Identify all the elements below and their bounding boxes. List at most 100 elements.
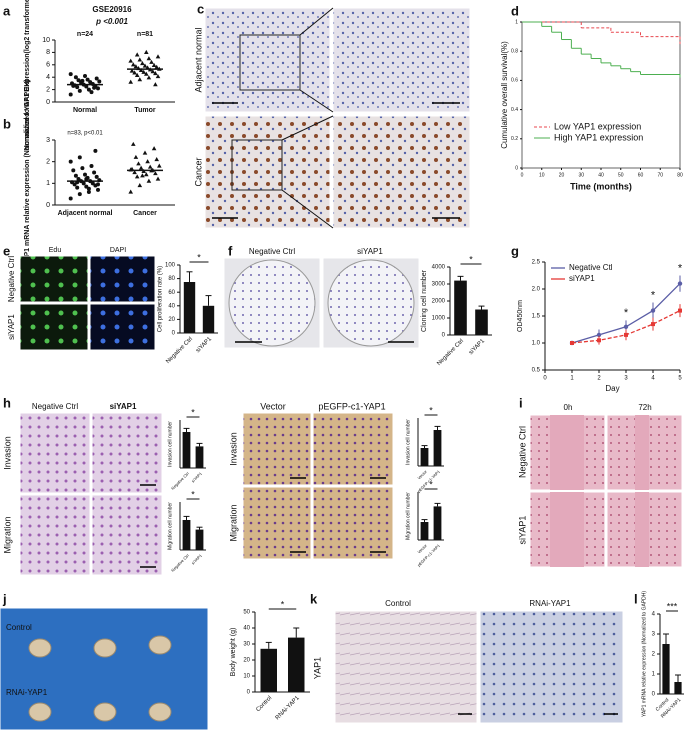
micrograph [204, 115, 331, 229]
y-tick-label: 20 [243, 658, 250, 664]
y-tick-label: 1 [515, 19, 518, 25]
data-point [154, 64, 159, 69]
y-axis-label: OD450nm [517, 300, 524, 332]
x-axis-label: Time (months) [570, 181, 632, 191]
x-tick-label: 0 [521, 172, 524, 178]
x-tick-label: 2 [597, 376, 601, 382]
data-point [76, 78, 81, 83]
y-axis-label: YAP1 mRNA relative expression (Normalize… [24, 79, 31, 265]
y-axis-label: Normalized YAP1 Expression(log2 transfor… [24, 0, 31, 150]
y-tick-label: 0 [247, 690, 251, 696]
tumor [28, 702, 52, 722]
y-tick-label: 4000 [432, 265, 446, 271]
data-point [146, 56, 152, 61]
data-point [153, 171, 158, 176]
bar [260, 648, 277, 692]
panel-label: i [519, 395, 523, 410]
y-tick-label: 3 [652, 632, 656, 638]
significance: * [429, 479, 433, 489]
panel-label: k [310, 591, 318, 606]
data-point [68, 72, 73, 77]
y-axis-label: Invasion cell number [405, 419, 411, 465]
data-point [147, 164, 153, 169]
x-tick-label: siYAP1 [468, 338, 486, 356]
panel-label: f [228, 243, 233, 258]
data-point [137, 183, 143, 188]
x-tick-label: Control [255, 695, 273, 713]
y-tick-label: 40 [243, 626, 250, 632]
significance: * [469, 254, 473, 264]
data-point [150, 69, 156, 74]
y-tick-label: 1 [46, 180, 50, 187]
data-point [153, 82, 158, 87]
data-point [80, 166, 85, 171]
significance: * [429, 405, 433, 415]
bar [420, 448, 429, 466]
data-point [137, 57, 143, 62]
legend-label: siYAP1 [569, 274, 595, 283]
data-point [141, 69, 146, 74]
data-point [76, 177, 81, 181]
annotation: n=83, p<0.01 [67, 131, 103, 137]
panel-label: b [3, 116, 11, 131]
panel-label: l [634, 591, 638, 606]
tumor [93, 638, 117, 658]
x-tick-label: Adjacent normal [58, 210, 113, 217]
y-tick-label: 0.6 [511, 78, 518, 84]
x-tick-label: Normal [73, 107, 97, 114]
panel-label: h [3, 395, 11, 410]
zoom-box [231, 139, 283, 191]
zoom-line [299, 89, 334, 113]
y-axis-label: Migration cell number [167, 502, 173, 550]
significance: * [191, 489, 195, 499]
y-axis-label: Cloning cell number [421, 269, 428, 332]
data-point [68, 159, 73, 164]
significance: * [651, 289, 656, 301]
column-label: Negative Ctrl [249, 247, 295, 256]
count-label: n=81 [137, 31, 153, 38]
y-axis-label: YAP1 mRNA relative expression (Normalize… [641, 591, 647, 717]
data-point [155, 74, 161, 79]
data-point [131, 141, 136, 146]
y-tick-label: 1.0 [532, 341, 541, 347]
data-point [144, 49, 149, 54]
y-tick-label: 6 [46, 62, 50, 69]
y-tick-label: 1 [652, 672, 656, 678]
micrograph [312, 412, 394, 486]
bar [454, 280, 467, 335]
x-tick-label: Cancer [133, 210, 157, 217]
data-point [84, 177, 89, 181]
micrograph [204, 7, 331, 113]
y-tick-label: 2 [652, 652, 656, 658]
data-point [131, 62, 136, 67]
x-tick-label: Negative Ctrl [436, 338, 465, 367]
data-point [145, 159, 150, 164]
y-tick-label: 10 [42, 37, 50, 44]
data-point [144, 172, 149, 177]
x-tick-label: siYAP1 [195, 336, 213, 354]
y-tick-label: 2.0 [532, 287, 541, 293]
y-tick-label: 0 [515, 165, 518, 171]
significance: *** [667, 601, 678, 611]
bar [420, 522, 429, 540]
x-tick-label: siYAP1 [190, 552, 203, 565]
row-label: siYAP1 [517, 516, 527, 545]
column-label: Negative Ctrl [32, 402, 78, 411]
y-tick-label: 50 [243, 610, 250, 616]
y-tick-label: 2000 [432, 299, 446, 305]
data-point [96, 86, 100, 91]
panel-label: j [2, 591, 7, 606]
data-point [144, 71, 149, 76]
plate [228, 259, 316, 347]
zoom-line [281, 189, 334, 229]
data-point [92, 85, 97, 90]
tumor [148, 702, 172, 722]
data-point [93, 148, 98, 153]
x-tick-label: siYAP1 [190, 470, 203, 483]
micrograph [19, 255, 89, 303]
x-tick-label: RNAi-YAP1 [275, 695, 302, 722]
y-tick-label: 20 [168, 317, 175, 323]
data-point [154, 157, 159, 162]
marker [623, 324, 629, 329]
